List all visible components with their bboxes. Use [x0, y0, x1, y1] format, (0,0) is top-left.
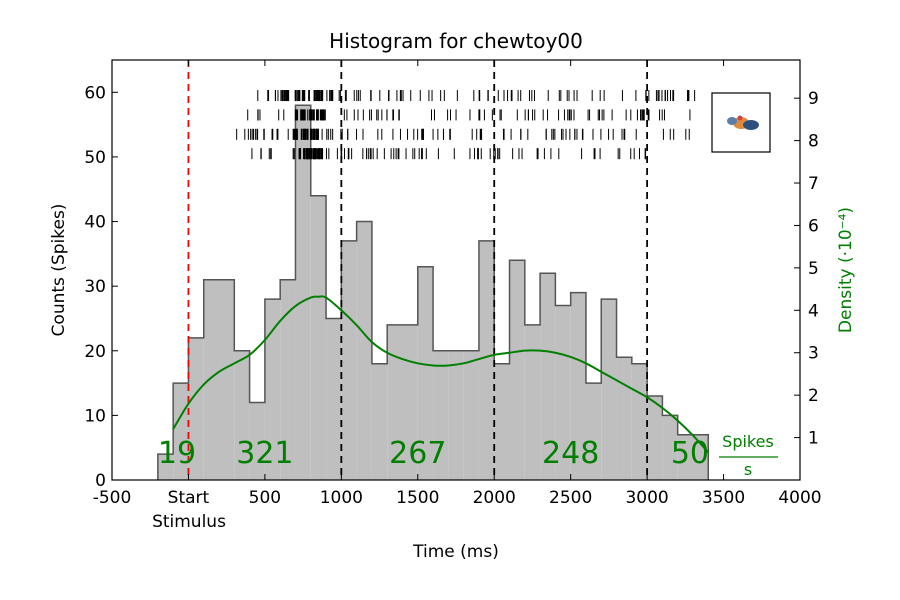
histogram-bar	[173, 383, 189, 480]
histogram-bar	[280, 279, 296, 480]
histogram-bar	[524, 324, 541, 480]
x-tick-label: 500	[249, 488, 281, 508]
density-unit-denominator: s	[744, 460, 752, 479]
histogram-bar	[264, 299, 281, 480]
y-tick-label: 50	[84, 148, 106, 168]
y2-tick-label: 7	[808, 174, 819, 194]
stimulus-markers	[187, 60, 649, 480]
x-tick-label: 2500	[549, 488, 592, 508]
y-tick-label: 0	[95, 471, 106, 491]
histogram-bar	[494, 363, 510, 480]
histogram-bar	[585, 383, 602, 480]
histogram-bar	[570, 292, 586, 480]
histogram-outline	[157, 104, 710, 480]
y-tick-label: 30	[84, 277, 106, 297]
histogram-bar	[356, 221, 372, 480]
histogram-bar	[677, 434, 693, 480]
histogram-bars	[157, 105, 709, 480]
x-axis: -500 Start 500 1000 1500 2000 2500 3000 3500 4000	[93, 60, 822, 508]
x-tick-label: 3000	[625, 488, 668, 508]
x-axis-label: Time (ms)	[412, 542, 499, 562]
histogram-bar	[203, 279, 220, 480]
histogram-bar	[326, 318, 342, 480]
x-tick-label: -500	[93, 488, 132, 508]
y2-axis: 1 2 3 4 5 6 7 8 9	[794, 89, 819, 449]
x-tick-label: 1000	[320, 488, 363, 508]
y-axis-label: Counts (Spikes)	[49, 204, 69, 337]
histogram-bar	[371, 363, 388, 480]
histogram-bar	[219, 279, 235, 480]
y2-tick-label: 2	[808, 386, 819, 406]
segment-count-label: 248	[542, 436, 599, 471]
histogram-bar	[647, 396, 663, 480]
x-tick-label: Start	[168, 488, 210, 508]
histogram-bar	[295, 105, 311, 480]
histogram-bar	[341, 240, 357, 480]
histogram-bar	[433, 350, 449, 480]
histogram-bar	[234, 350, 250, 480]
histogram-bar	[540, 273, 556, 480]
y2-axis-label: Density (·10⁻⁴)	[836, 207, 856, 333]
segment-count-label: 50	[671, 436, 709, 471]
histogram-bar	[402, 324, 418, 480]
segment-count-label: 267	[389, 436, 446, 471]
histogram-bar	[417, 266, 434, 480]
y-tick-label: 60	[84, 83, 106, 103]
histogram-bar	[631, 363, 648, 480]
histogram-bar	[463, 350, 479, 480]
y2-tick-label: 8	[808, 132, 819, 152]
histogram-bar	[387, 324, 403, 480]
y2-tick-label: 9	[808, 89, 819, 109]
x-tick-label: 2000	[473, 488, 516, 508]
density-unit: Spikes s	[719, 432, 778, 479]
y-tick-label: 40	[84, 213, 106, 233]
y2-tick-label: 1	[808, 429, 819, 449]
spike-raster	[236, 90, 696, 160]
histogram-bar	[478, 240, 495, 480]
x-tick-label: 4000	[778, 488, 821, 508]
y2-tick-label: 4	[808, 301, 819, 321]
y-axis: 0 10 20 30 40 50 60	[84, 83, 118, 491]
chart-title: Histogram for chewtoy00	[329, 29, 583, 53]
histogram-bar	[692, 434, 709, 480]
segment-counts: 19 321 267 248 50	[158, 436, 709, 471]
histogram-bar	[509, 260, 525, 480]
density-unit-numerator: Spikes	[722, 432, 774, 451]
histogram-bar	[157, 454, 174, 480]
density-curve	[172, 295, 710, 454]
stimulus-label: Stimulus	[152, 512, 226, 532]
histogram-bar	[555, 305, 571, 480]
histogram-bar	[188, 337, 204, 480]
histogram-bar	[662, 415, 678, 480]
histogram-bar	[249, 402, 265, 480]
y-tick-label: 10	[84, 406, 106, 426]
segment-count-label: 19	[158, 436, 196, 471]
histogram-bar	[601, 299, 617, 480]
x-tick-label: 3500	[702, 488, 745, 508]
y2-tick-label: 3	[808, 344, 819, 364]
y2-tick-label: 6	[808, 216, 819, 236]
y-tick-label: 20	[84, 342, 106, 362]
inset-thumbnail	[711, 92, 771, 153]
y2-tick-label: 5	[808, 259, 819, 279]
x-tick-label: 1500	[396, 488, 439, 508]
histogram-bar	[310, 195, 327, 480]
histogram-bar	[448, 350, 464, 480]
plot-frame	[111, 59, 801, 481]
segment-count-label: 321	[236, 436, 293, 471]
histogram-bar	[616, 357, 632, 480]
